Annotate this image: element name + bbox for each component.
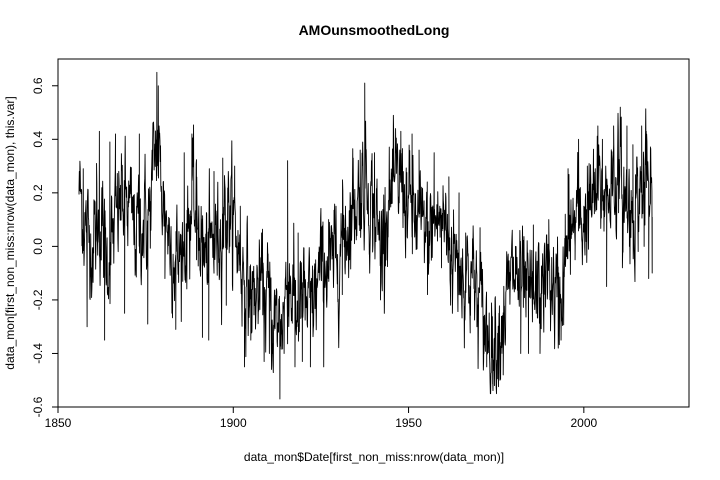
series-line [78, 71, 653, 400]
y-tick-label: 0.0 [31, 238, 45, 255]
x-axis: 1850 1900 1950 2000 [45, 406, 598, 430]
y-axis: -0.6 -0.4 -0.2 0.0 0.2 0.4 0.6 [31, 77, 59, 417]
x-tick-label: 1950 [395, 416, 422, 430]
chart-title: AMOunsmoothedLong [299, 22, 450, 38]
y-tick-label: -0.4 [31, 343, 45, 364]
y-tick-label: 0.2 [31, 184, 45, 201]
x-tick-label: 1850 [45, 416, 72, 430]
y-tick-label: -0.2 [31, 289, 45, 310]
y-tick-label: 0.6 [31, 77, 45, 94]
y-tick-label: -0.6 [31, 396, 45, 417]
y-tick-label: 0.4 [31, 131, 45, 148]
x-tick-label: 1900 [220, 416, 247, 430]
x-tick-label: 2000 [570, 416, 597, 430]
plot-frame [57, 58, 690, 408]
x-axis-label: data_mon$Date[first_non_miss:nrow(data_m… [244, 450, 504, 464]
y-axis-label: data_mon[first_non_miss:nrow(data_mon), … [3, 96, 17, 369]
